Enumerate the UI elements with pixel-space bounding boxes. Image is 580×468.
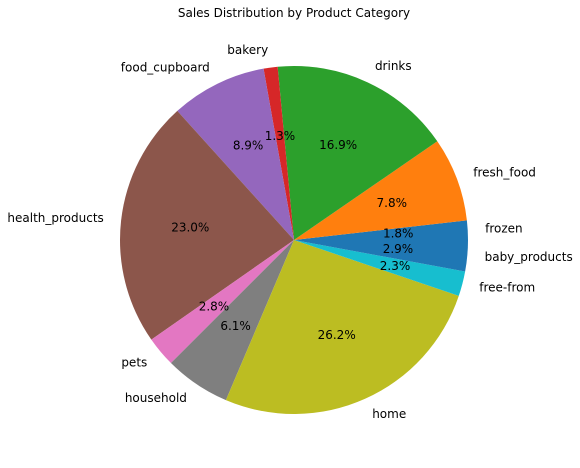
slice-label-drinks: drinks — [375, 59, 412, 73]
chart-title: Sales Distribution by Product Category — [178, 6, 410, 20]
pie-slices — [119, 65, 468, 414]
slice-label-baby-products: baby_products — [485, 250, 573, 264]
pie-slice-baby-products — [294, 240, 468, 272]
pie-slice-household — [170, 240, 294, 401]
slice-label-home: home — [372, 407, 406, 421]
slice-label-health-products: health_products — [7, 211, 103, 225]
pie-slice-food-cupboard — [177, 68, 294, 240]
slice-percent-food-cupboard: 8.9% — [233, 139, 264, 153]
slice-label-frozen: frozen — [485, 222, 523, 236]
pie-slice-free-from — [294, 240, 466, 296]
pie-slice-fresh-food — [294, 141, 467, 240]
pie-slice-drinks — [277, 65, 438, 240]
slice-label-fresh-food: fresh_food — [473, 165, 536, 179]
pie-slice-health-products — [119, 110, 294, 340]
slice-label-bakery: bakery — [227, 43, 268, 57]
slice-label-free-from: free-from — [479, 281, 535, 295]
slice-percent-fresh-food: 7.8% — [377, 196, 408, 210]
slice-percent-pets: 2.8% — [199, 300, 230, 314]
pie-slice-pets — [151, 240, 294, 364]
slice-label-food-cupboard: food_cupboard — [121, 61, 210, 75]
slice-percent-health-products: 23.0% — [171, 221, 209, 235]
slice-label-household: household — [125, 391, 187, 405]
pie-slice-frozen — [294, 220, 468, 240]
slice-percent-free-from: 2.3% — [380, 259, 411, 273]
slice-percent-household: 6.1% — [220, 319, 251, 333]
pie-slice-bakery — [263, 66, 294, 240]
slice-percent-baby-products: 2.9% — [383, 242, 414, 256]
slice-percent-frozen: 1.8% — [383, 227, 414, 241]
pie-labels: frozen 1.8% fresh_food 7.8% drinks 16.9% baker… — [7, 43, 572, 421]
slice-percent-bakery: 1.3% — [265, 129, 296, 143]
pie-slice-home — [225, 240, 459, 414]
slice-percent-drinks: 16.9% — [319, 138, 357, 152]
slice-percent-home: 26.2% — [318, 328, 356, 342]
slice-label-pets: pets — [121, 355, 147, 369]
